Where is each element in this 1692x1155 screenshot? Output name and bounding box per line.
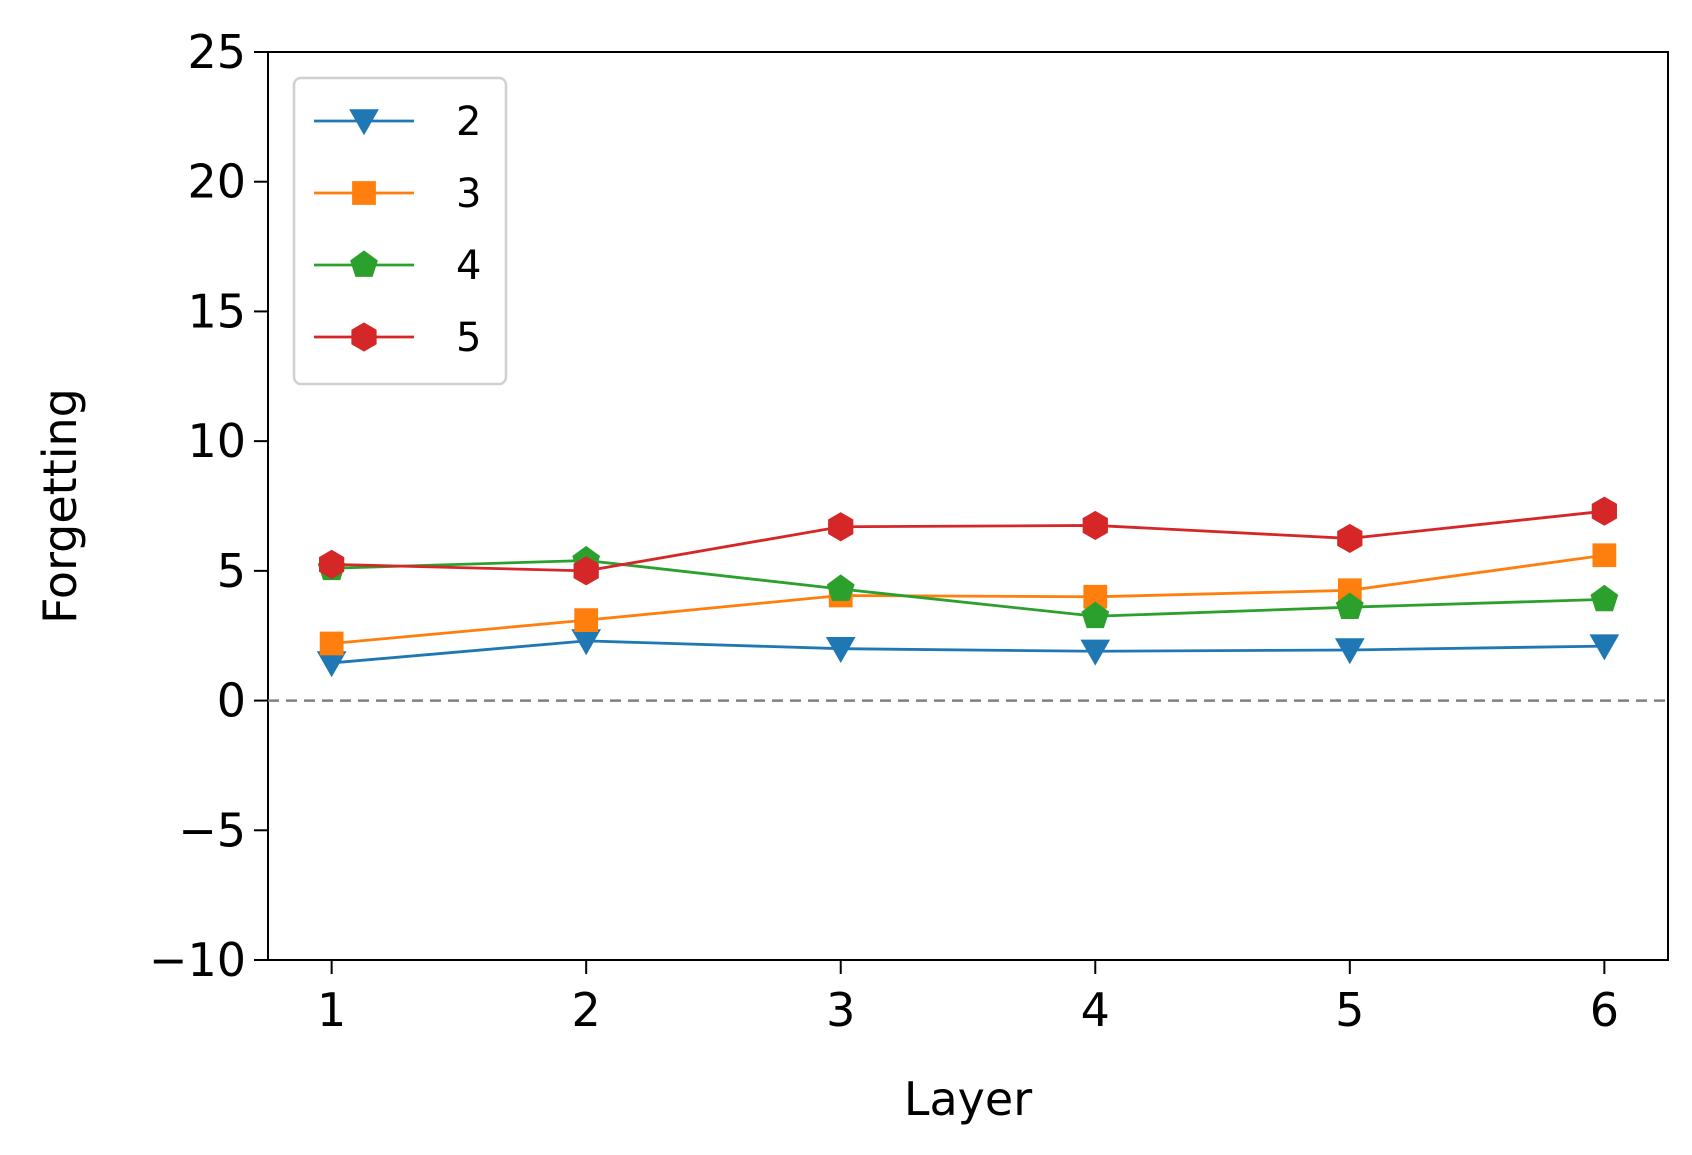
y-tick-label: 0 [217, 674, 246, 728]
data-point-series-2 [316, 651, 347, 678]
y-tick-label: −10 [149, 933, 246, 987]
data-point-series-5 [1082, 510, 1108, 541]
legend-marker-5 [351, 322, 377, 352]
x-tick-label: 1 [317, 983, 346, 1037]
data-point-series-3 [574, 608, 599, 633]
data-point-series-4 [826, 574, 855, 601]
x-tick-label: 6 [1590, 983, 1619, 1037]
y-tick-label: 20 [187, 155, 246, 209]
data-point-series-5 [1591, 496, 1617, 526]
y-axis-label: Forgetting [33, 388, 87, 624]
y-tick-label: 25 [187, 25, 246, 79]
x-tick-label: 5 [1335, 983, 1364, 1037]
data-point-series-3 [319, 631, 344, 656]
data-point-series-2 [1589, 634, 1620, 661]
series-line-3 [331, 553, 1605, 645]
x-axis-label: Layer [904, 1072, 1032, 1126]
data-point-series-2 [1334, 638, 1365, 665]
data-point-series-5 [1337, 523, 1363, 554]
series-line-5 [331, 509, 1605, 573]
y-tick-label: 15 [187, 284, 246, 338]
legend-label-3: 3 [456, 171, 481, 217]
axes-frame [267, 51, 1669, 961]
y-tick-label: 5 [217, 544, 246, 598]
data-point-series-2 [825, 636, 856, 663]
legend-marker-3 [352, 181, 376, 205]
x-tick-label: 2 [572, 983, 601, 1037]
data-point-series-4 [1081, 601, 1110, 629]
data-point-series-2 [1080, 639, 1111, 666]
x-tick-label: 4 [1081, 983, 1110, 1037]
data-point-series-5 [828, 512, 854, 542]
legend-label-2: 2 [456, 99, 481, 145]
data-point-series-4 [1590, 584, 1619, 612]
data-point-series-5 [319, 549, 345, 579]
legend-marker-4 [350, 250, 378, 277]
series-line-4 [331, 559, 1605, 618]
y-tick-label: −5 [178, 803, 246, 857]
legend-label-4: 4 [456, 243, 481, 289]
legend-marker-2 [349, 109, 379, 136]
x-tick-label: 3 [826, 983, 855, 1037]
data-point-series-5 [573, 556, 599, 586]
legend-label-5: 5 [456, 315, 481, 361]
legend: 2 3 4 5 [292, 76, 508, 386]
legend-frame [292, 76, 508, 386]
data-point-series-4 [1335, 592, 1364, 619]
y-tick-label: 10 [187, 414, 246, 468]
series-line-2 [331, 639, 1605, 665]
data-point-series-3 [1592, 543, 1617, 568]
